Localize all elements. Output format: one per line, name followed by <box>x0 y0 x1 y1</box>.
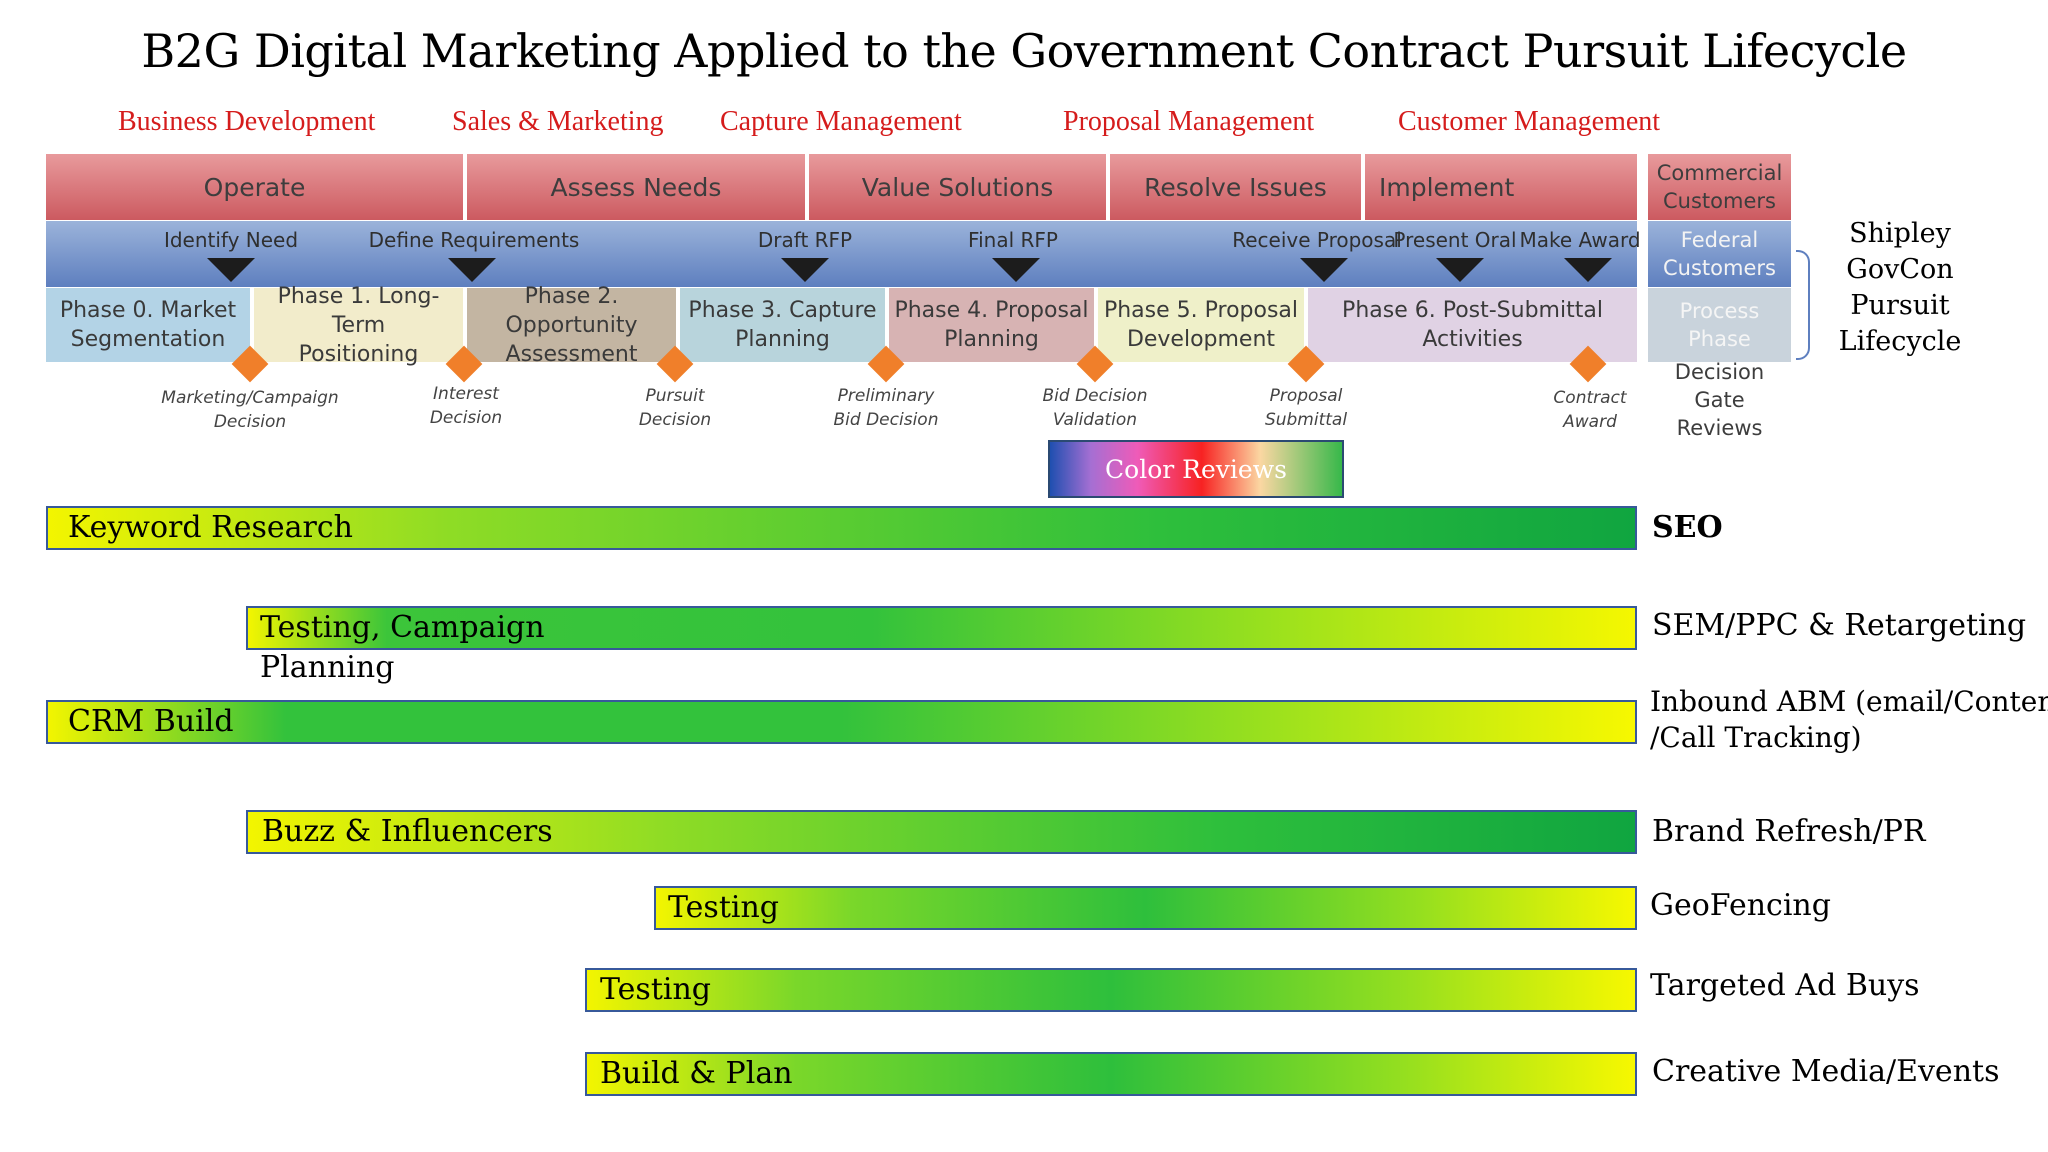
track-bar-targeted-ad-buys <box>585 968 1637 1012</box>
phase-5: Phase 5. Proposal Development <box>1098 288 1304 362</box>
commercial-step-operate: Operate <box>46 154 463 220</box>
phase-0: Phase 0. Market Segmentation <box>46 288 250 362</box>
gate-contract-award: Contract Award <box>1553 388 1627 432</box>
track-label-testing-ad-buys: Testing <box>600 972 712 1007</box>
federal-step-make-award: Make Award <box>1519 228 1641 252</box>
phase-4: Phase 4. Proposal Planning <box>889 288 1094 362</box>
track-category-seo: SEO <box>1652 510 1723 545</box>
track-bar-brand-refresh <box>246 810 1637 854</box>
federal-step-define-requirements: Define Requirements <box>368 228 580 252</box>
track-category-brand-refresh: Brand Refresh/PR <box>1652 814 1926 849</box>
phase-2: Phase 2. Opportunity Assessment <box>467 284 676 367</box>
arrow-down-icon <box>992 258 1040 282</box>
gate-proposal-submittal: Proposal Submittal <box>1264 386 1348 430</box>
federal-step-present-oral: Present Oral <box>1393 228 1517 252</box>
track-category-inbound-abm: Inbound ABM (email/Content <box>1650 685 2048 718</box>
commercial-step-value-solutions: Value Solutions <box>809 154 1106 220</box>
track-label-buzz-influencers: Buzz & Influencers <box>262 814 553 849</box>
track-label-build-plan: Build & Plan <box>600 1056 793 1091</box>
track-bar-creative-media <box>585 1052 1637 1096</box>
track-bar-inbound-abm <box>46 700 1637 744</box>
stage-proposal-management: Proposal Management <box>1063 106 1315 137</box>
stage-capture-management: Capture Management <box>720 106 962 137</box>
track-label-testing-campaign: Testing, Campaign <box>260 610 545 645</box>
stage-customer-management: Customer Management <box>1398 106 1661 137</box>
arrow-down-icon <box>207 258 255 282</box>
legend-commercial-customers: Commercial Customers <box>1648 154 1791 220</box>
track-bar-seo <box>46 506 1637 550</box>
brace-icon <box>1796 250 1810 360</box>
arrow-down-icon <box>1300 258 1348 282</box>
gate-bid-decision-validation: Bid Decision Validation <box>1042 386 1148 430</box>
shipley-label: Shipley GovCon Pursuit Lifecycle <box>1838 218 1962 357</box>
arrow-down-icon <box>781 258 829 282</box>
federal-step-final-rfp: Final RFP <box>968 228 1058 252</box>
track-category-geofencing: GeoFencing <box>1650 888 1831 923</box>
federal-row <box>46 221 1637 287</box>
legend-federal-customers: Federal Customers <box>1648 221 1791 287</box>
gate-marketing-campaign-decision: Marketing/Campaign Decision <box>161 388 339 432</box>
track-bar-sem-ppc <box>246 606 1637 650</box>
federal-step-draft-rfp: Draft RFP <box>757 228 853 252</box>
federal-step-receive-proposal: Receive Proposal <box>1232 228 1402 252</box>
commercial-step-resolve-issues: Resolve Issues <box>1110 154 1361 220</box>
track-label-keyword-research: Keyword Research <box>68 510 353 545</box>
stage-sales-marketing: Sales & Marketing <box>452 106 664 137</box>
gate-pursuit-decision: Pursuit Decision <box>638 386 712 430</box>
commercial-step-implement: Implement <box>1365 154 1637 220</box>
track-category-sem-ppc: SEM/PPC & Retargeting <box>1652 608 2027 643</box>
track-label-crm-build: CRM Build <box>68 704 234 739</box>
legend-decision-gate-reviews: Decision Gate Reviews <box>1674 360 1765 440</box>
stage-business-development: Business Development <box>118 106 376 137</box>
gate-interest-decision: Interest Decision <box>429 384 503 428</box>
commercial-step-assess-needs: Assess Needs <box>467 154 805 220</box>
page-title: B2G Digital Marketing Applied to the Gov… <box>141 24 1907 78</box>
federal-step-identify-need: Identify Need <box>163 228 299 252</box>
gate-preliminary-bid-decision: Preliminary Bid Decision <box>833 386 939 430</box>
phase-1: Phase 1. Long-Term Positioning <box>254 284 463 367</box>
color-reviews-box: Color Reviews <box>1048 440 1344 498</box>
arrow-down-icon <box>1564 258 1612 282</box>
legend-process-phase: Process Phase <box>1648 288 1791 362</box>
track-label-testing-geofencing: Testing <box>668 890 780 925</box>
phase-3: Phase 3. Capture Planning <box>680 288 885 362</box>
track-label-planning: Planning <box>260 650 395 685</box>
track-category-inbound-abm-line2: /Call Tracking) <box>1650 721 1862 754</box>
track-category-targeted-ad-buys: Targeted Ad Buys <box>1650 968 1920 1003</box>
arrow-down-icon <box>448 258 496 282</box>
track-bar-geofencing <box>654 886 1637 930</box>
arrow-down-icon <box>1436 258 1484 282</box>
track-category-creative-media: Creative Media/Events <box>1652 1054 2000 1089</box>
